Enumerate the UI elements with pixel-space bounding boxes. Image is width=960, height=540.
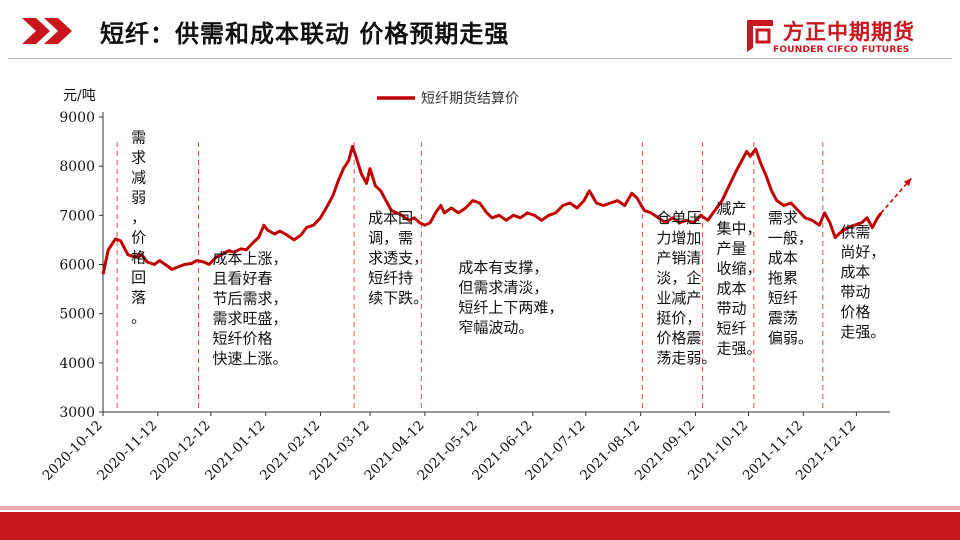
annotation-line: 短纤上下两难， <box>458 298 563 316</box>
trend-arrow-line <box>880 177 912 214</box>
annotation-line: 回 <box>131 269 146 287</box>
annotation-line: 产量 <box>717 239 747 257</box>
annotation-line: 供需 <box>840 223 870 241</box>
header-divider <box>8 58 952 59</box>
double-chevron-icon <box>22 18 72 44</box>
annotation-line: 荡走弱。 <box>656 349 716 367</box>
annotation-line: 带动 <box>840 283 870 301</box>
annotation-line: 价格 <box>840 303 870 321</box>
annotation-line: 仓单压 <box>656 209 701 227</box>
y-tick-label: 7000 <box>59 208 95 224</box>
annotation-line: 需求 <box>768 209 798 227</box>
annotation-line: 短纤价格 <box>213 330 273 348</box>
annotation-line: 快速上涨。 <box>213 350 288 368</box>
annotation-line: 短纤持 <box>368 269 413 287</box>
series-group <box>101 145 912 275</box>
annotation-line: 业减产 <box>656 289 701 307</box>
annotation-line: 成本有支撑， <box>458 258 548 276</box>
logo-mark-icon <box>747 20 773 52</box>
slide-header: 短纤：供需和成本联动 价格预期走强 方正中期期货 FOUNDER CIFCO F… <box>0 0 960 62</box>
y-tick-label: 8000 <box>59 159 95 175</box>
y-tick-label: 9000 <box>59 110 95 126</box>
annotation-block: 成本有支撑， 但需求清淡， 短纤上下两难， 窄幅波动。 <box>458 258 563 336</box>
annotation-line: ， <box>131 209 146 227</box>
annotation-line: 求透支， <box>368 249 428 267</box>
annotation-line: 短纤 <box>768 289 798 307</box>
annotation-line: 拖累 <box>768 269 798 287</box>
series-line <box>101 145 883 275</box>
annotation-line: 求 <box>131 149 146 167</box>
logo-chinese-name: 方正中期期货 <box>783 20 915 44</box>
annotation-line: 偏弱。 <box>768 329 813 347</box>
trend-arrow-head <box>903 178 912 187</box>
annotation-line: 走强。 <box>840 323 885 341</box>
annotation-line: 成本 <box>840 263 870 281</box>
y-tick-label: 6000 <box>59 258 95 274</box>
annotation-line: 一般， <box>768 229 813 247</box>
annotation-line: 价格震 <box>656 329 701 347</box>
annotation-line: 尚好， <box>840 243 885 261</box>
annotation-line: 需 <box>131 129 146 147</box>
price-line-chart: 元/吨30004000500060007000800090002020-10-1… <box>39 88 912 484</box>
annotation-line: 短纤 <box>717 319 747 337</box>
period-dividers <box>116 142 824 412</box>
annotation-line: 且看好春 <box>213 270 273 288</box>
annotation-line: 带动 <box>717 299 747 317</box>
annotation-line: 集中， <box>717 219 762 237</box>
annotation-line: 需求旺盛， <box>213 310 288 328</box>
y-tick-label: 3000 <box>59 405 95 421</box>
annotation-line: 成本 <box>768 249 798 267</box>
annotation-line: 但需求清淡， <box>458 278 548 296</box>
legend-entry: 短纤期货结算价 <box>421 90 519 107</box>
annotation-line: 挺价， <box>656 309 701 327</box>
annotation-line: 成本 <box>717 279 747 297</box>
annotation-line: 成本回 <box>368 209 413 227</box>
y-axis-label: 元/吨 <box>63 88 96 104</box>
annotation-line: 。 <box>131 309 146 327</box>
annotation-line: 减产 <box>717 199 747 217</box>
annotation-line: 格 <box>131 249 146 267</box>
company-logo: 方正中期期货 FOUNDER CIFCO FUTURES <box>745 16 945 60</box>
annotation-line: 节后需求， <box>213 290 288 308</box>
annotation-line: 价 <box>131 229 146 247</box>
annotation-line: 力增加 <box>656 229 701 247</box>
logo-english-name: FOUNDER CIFCO FUTURES <box>773 45 910 55</box>
annotation-line: 产销清 <box>656 249 701 267</box>
annotation-line: 震荡 <box>768 309 798 327</box>
annotations-group: 需求减弱，价格回落。成本上涨，且看好春节后需求，需求旺盛，短纤价格快速上涨。成本… <box>131 129 885 368</box>
annotation-line: 落 <box>131 289 146 307</box>
y-tick-label: 5000 <box>59 307 95 323</box>
annotation-line: 弱 <box>131 189 146 207</box>
annotation-line: 走强。 <box>717 339 762 357</box>
y-tick-label: 4000 <box>59 356 95 372</box>
annotation-line: 成本上涨， <box>213 250 288 268</box>
annotation-line: 减 <box>131 169 146 187</box>
annotation-line: 淡，企 <box>656 269 701 287</box>
annotation-line: 续下跌。 <box>368 289 428 307</box>
annotation-line: 收缩， <box>717 259 762 277</box>
footer-band <box>0 512 960 540</box>
footer-accent <box>0 506 960 510</box>
slide-title: 短纤：供需和成本联动 价格预期走强 <box>100 20 510 48</box>
annotation-line: 窄幅波动。 <box>458 318 533 336</box>
annotation-line: 调，需 <box>368 229 413 247</box>
legend: 短纤期货结算价 <box>377 90 519 107</box>
